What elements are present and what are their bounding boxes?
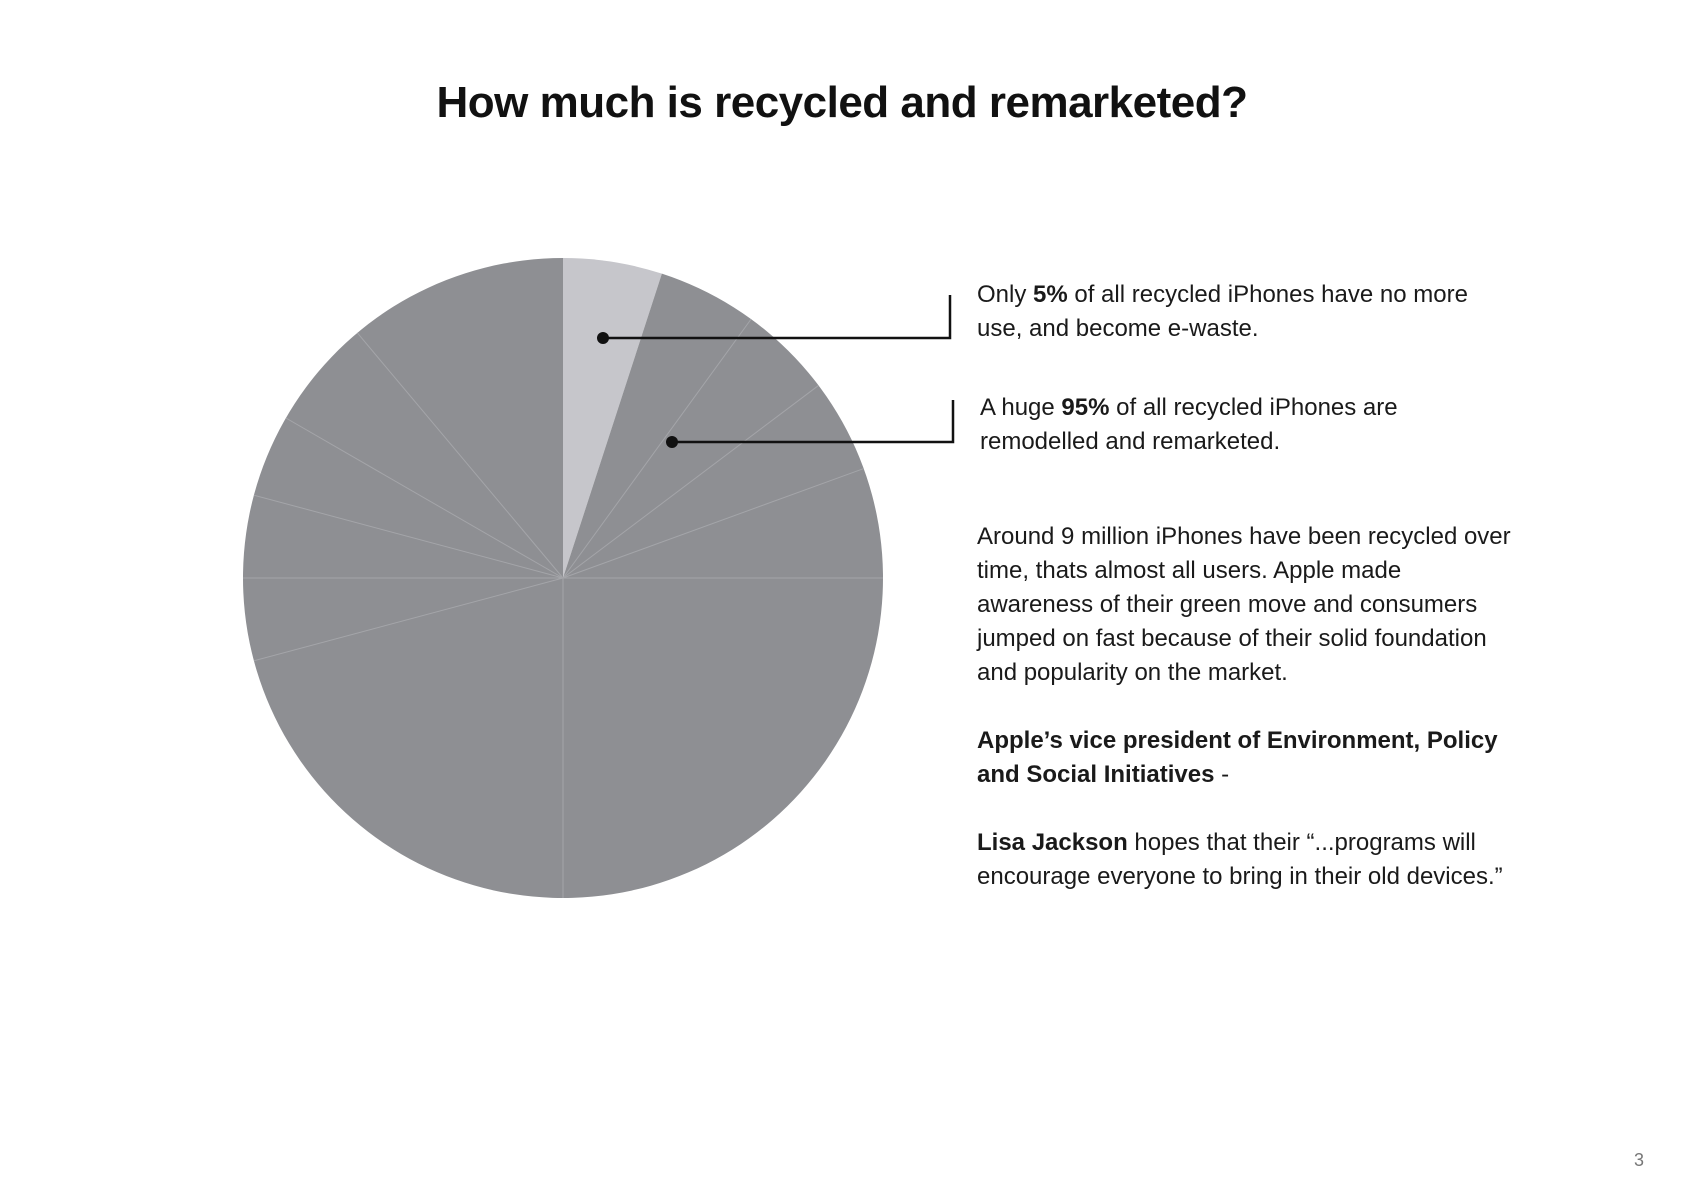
body-paragraph-2-bold: Apple’s vice president of Environment, P… (977, 727, 1498, 788)
callout-remarketed-post: of all recycled iPhones are remodelled a… (980, 394, 1398, 455)
callout-remarketed: A huge 95% of all recycled iPhones are r… (980, 391, 1500, 459)
callout-ewaste-pre: Only (977, 281, 1034, 308)
callout-dot-2 (666, 436, 678, 448)
pie-divider-1 (562, 318, 752, 579)
pie-divider-6 (253, 577, 564, 662)
body-paragraph-3: Lisa Jackson hopes that their “...progra… (977, 826, 1517, 894)
callout-remarketed-pre: A huge (980, 394, 1062, 421)
pie-divider-3 (562, 468, 864, 579)
page-title: How much is recycled and remarketed? (436, 78, 1248, 127)
callout-leader-line-2 (672, 400, 955, 444)
callout-leaders (597, 295, 955, 448)
callout-remarketed-percent: 95% (1061, 394, 1110, 421)
callout-leader-line-1 (603, 295, 952, 340)
body-paragraph-2-rest: - (1214, 761, 1230, 788)
page-number: 3 (1633, 1150, 1644, 1170)
body-paragraph-3-rest: hopes that their “...programs will encou… (977, 829, 1503, 890)
callout-ewaste-post: of all recycled iPhones have no more use… (977, 281, 1468, 342)
body-paragraph-2: Apple’s vice president of Environment, P… (977, 724, 1517, 792)
callout-ewaste: Only 5% of all recycled iPhones have no … (977, 278, 1497, 346)
pie-divider-lines (243, 318, 883, 898)
callout-ewaste-percent: 5% (1033, 281, 1068, 308)
body-text: Around 9 million iPhones have been recyc… (977, 520, 1517, 928)
pie-divider-8 (253, 494, 564, 579)
body-paragraph-1: Around 9 million iPhones have been recyc… (977, 523, 1511, 686)
callout-dot-1 (597, 332, 609, 344)
pie-divider-9 (285, 417, 564, 579)
body-paragraph-3-bold: Lisa Jackson (977, 829, 1128, 856)
pie-divider-10 (356, 332, 564, 579)
pie-divider-2 (562, 385, 819, 579)
